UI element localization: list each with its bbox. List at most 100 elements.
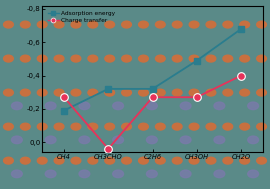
Circle shape (240, 157, 249, 164)
Circle shape (88, 157, 98, 164)
Circle shape (4, 157, 13, 164)
Circle shape (156, 123, 165, 130)
Circle shape (240, 55, 249, 62)
Circle shape (180, 136, 191, 144)
Circle shape (37, 89, 47, 96)
Legend: Adsorption energy, Charge transfer: Adsorption energy, Charge transfer (47, 10, 116, 24)
FancyBboxPatch shape (0, 165, 270, 189)
Circle shape (146, 170, 157, 178)
Circle shape (71, 89, 81, 96)
Circle shape (88, 123, 98, 130)
FancyBboxPatch shape (0, 142, 270, 165)
Circle shape (223, 123, 233, 130)
Circle shape (156, 89, 165, 96)
Circle shape (11, 136, 22, 144)
Circle shape (37, 123, 47, 130)
Circle shape (54, 55, 64, 62)
Circle shape (139, 157, 148, 164)
Circle shape (206, 21, 216, 28)
Circle shape (139, 21, 148, 28)
Circle shape (21, 157, 30, 164)
Circle shape (4, 55, 13, 62)
Circle shape (71, 157, 81, 164)
FancyBboxPatch shape (0, 71, 270, 94)
Circle shape (257, 123, 266, 130)
Circle shape (21, 89, 30, 96)
Circle shape (113, 102, 124, 110)
Circle shape (4, 21, 13, 28)
Circle shape (21, 123, 30, 130)
Circle shape (37, 55, 47, 62)
FancyBboxPatch shape (0, 94, 270, 118)
Circle shape (156, 55, 165, 62)
FancyBboxPatch shape (0, 24, 270, 47)
Circle shape (223, 89, 233, 96)
Circle shape (146, 136, 157, 144)
Circle shape (206, 89, 216, 96)
Circle shape (79, 136, 90, 144)
FancyBboxPatch shape (0, 118, 270, 142)
Circle shape (105, 123, 114, 130)
Circle shape (139, 55, 148, 62)
Circle shape (240, 21, 249, 28)
Circle shape (172, 55, 182, 62)
Circle shape (105, 89, 114, 96)
Circle shape (21, 21, 30, 28)
Circle shape (248, 136, 258, 144)
Circle shape (139, 89, 148, 96)
Circle shape (139, 123, 148, 130)
Circle shape (21, 55, 30, 62)
Circle shape (223, 55, 233, 62)
Circle shape (54, 21, 64, 28)
Circle shape (206, 157, 216, 164)
Circle shape (214, 136, 225, 144)
Circle shape (45, 170, 56, 178)
Circle shape (214, 170, 225, 178)
Circle shape (71, 123, 81, 130)
Circle shape (189, 157, 199, 164)
Circle shape (206, 123, 216, 130)
Circle shape (88, 21, 98, 28)
Circle shape (223, 157, 233, 164)
Circle shape (189, 89, 199, 96)
Circle shape (223, 21, 233, 28)
Circle shape (180, 170, 191, 178)
Circle shape (122, 157, 131, 164)
Circle shape (122, 21, 131, 28)
Circle shape (122, 123, 131, 130)
FancyBboxPatch shape (0, 0, 270, 24)
Circle shape (71, 21, 81, 28)
Circle shape (105, 55, 114, 62)
Circle shape (189, 123, 199, 130)
Circle shape (79, 170, 90, 178)
Circle shape (156, 21, 165, 28)
Circle shape (257, 21, 266, 28)
Circle shape (257, 157, 266, 164)
Circle shape (54, 123, 64, 130)
Circle shape (240, 123, 249, 130)
Circle shape (122, 89, 131, 96)
Circle shape (71, 55, 81, 62)
Circle shape (4, 89, 13, 96)
Circle shape (257, 55, 266, 62)
Circle shape (189, 21, 199, 28)
Circle shape (189, 55, 199, 62)
Circle shape (146, 102, 157, 110)
Circle shape (37, 21, 47, 28)
Circle shape (45, 102, 56, 110)
Circle shape (88, 55, 98, 62)
Circle shape (172, 21, 182, 28)
Circle shape (240, 89, 249, 96)
Circle shape (180, 102, 191, 110)
Circle shape (122, 55, 131, 62)
Circle shape (88, 89, 98, 96)
Circle shape (11, 102, 22, 110)
Circle shape (248, 170, 258, 178)
Circle shape (79, 102, 90, 110)
Circle shape (248, 102, 258, 110)
Circle shape (113, 170, 124, 178)
Circle shape (45, 136, 56, 144)
Circle shape (206, 55, 216, 62)
Circle shape (54, 157, 64, 164)
Circle shape (4, 123, 13, 130)
